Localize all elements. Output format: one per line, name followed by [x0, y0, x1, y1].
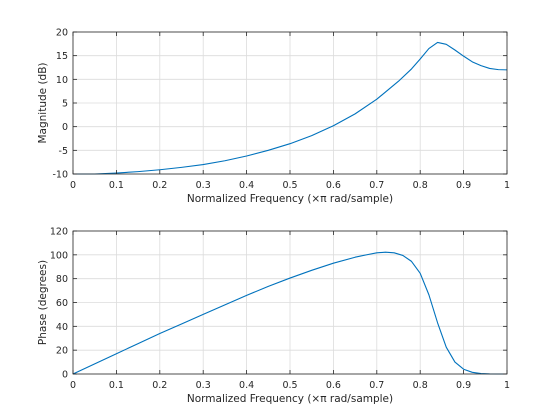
magnitude-y-tick-label: 15: [56, 51, 68, 62]
phase-x-tick-label: 1: [504, 380, 510, 391]
magnitude-x-tick-label: 0.4: [239, 180, 254, 191]
magnitude-y-tick-label: 20: [56, 28, 68, 39]
magnitude-y-axis-label: Magnitude (dB): [37, 62, 49, 143]
magnitude-x-axis-label: Normalized Frequency (×π rad/sample): [187, 193, 393, 205]
magnitude-x-tick-label: 0: [70, 180, 76, 191]
phase-x-tick-label: 0.4: [239, 380, 254, 391]
magnitude-x-tick-label: 0.9: [456, 180, 471, 191]
magnitude-x-tick-label: 0.8: [413, 180, 428, 191]
phase-x-tick-label: 0.7: [369, 380, 384, 391]
magnitude-y-tick-label: 10: [56, 75, 68, 86]
magnitude-x-tick-label: 0.3: [196, 180, 211, 191]
magnitude-x-tick-label: 0.1: [109, 180, 124, 191]
magnitude-x-tick-label: 0.7: [369, 180, 384, 191]
magnitude-x-tick-label: 0.5: [282, 180, 297, 191]
phase-y-tick-label: 0: [62, 370, 68, 381]
magnitude-x-tick-label: 0.6: [326, 180, 341, 191]
magnitude-plot: 0 0.1 0.2 0.3 0.4 0.5 0.6 0.7 0.8 0.9 1 -10 -5 0 5 10 15…: [37, 28, 510, 206]
magnitude-y-tick-label: 0: [62, 122, 68, 133]
phase-y-tick-label: 20: [56, 346, 68, 357]
phase-x-axis-label: Normalized Frequency (×π rad/sample): [187, 393, 393, 405]
magnitude-response-line: [73, 41, 508, 175]
phase-x-tick-label: 0.3: [196, 380, 211, 391]
phase-x-tick-label: 0.5: [282, 380, 297, 391]
phase-y-axis-label: Phase (degrees): [37, 260, 49, 345]
phase-x-tick-label: 0.2: [152, 380, 167, 391]
magnitude-x-tick-label: 0.2: [152, 180, 167, 191]
phase-response-line: [72, 251, 507, 375]
phase-x-tick-label: 0.9: [456, 380, 471, 391]
phase-x-tick-label: 0: [70, 380, 76, 391]
phase-x-tick-label: 0.8: [413, 380, 428, 391]
magnitude-y-tick-label: -5: [59, 146, 68, 157]
phase-y-tick-label: 120: [50, 227, 68, 238]
phase-y-tick-label: 40: [56, 322, 68, 333]
phase-y-tick-label: 80: [56, 274, 68, 285]
magnitude-y-tick-label: 5: [62, 99, 68, 110]
phase-x-tick-label: 0.1: [109, 380, 124, 391]
phase-plot: 0 0.1 0.2 0.3 0.4 0.5 0.6 0.7 0.8 0.9 1 0 20 40 60 80 10…: [37, 227, 510, 406]
phase-y-tick-label: 60: [56, 298, 68, 309]
magnitude-x-tick-label: 1: [504, 180, 510, 191]
phase-x-tick-label: 0.6: [326, 380, 341, 391]
magnitude-y-tick-label: -10: [52, 170, 68, 181]
phase-y-tick-label: 100: [50, 250, 68, 261]
